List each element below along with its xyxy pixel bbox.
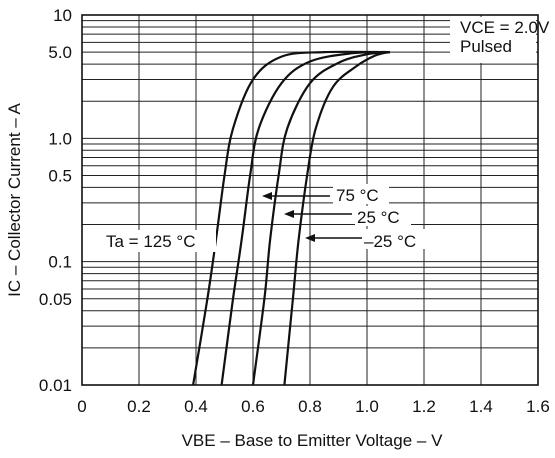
x-tick-label: 1.4 — [469, 397, 493, 416]
x-tick-label: 0.2 — [127, 397, 151, 416]
t75-arrowhead — [262, 192, 272, 200]
vce-condition-label: VCE = 2.0V — [460, 18, 550, 37]
t25-label: 25 °C — [357, 208, 400, 227]
series-curve — [192, 50, 390, 386]
t75-label: 75 °C — [336, 186, 379, 205]
pulsed-label: Pulsed — [460, 37, 512, 56]
y-axis-title: IC – Collector Current – A — [5, 103, 24, 297]
t25-label-bg — [355, 206, 411, 226]
y-tick-label: 0.5 — [48, 166, 72, 185]
series-curve — [220, 51, 390, 386]
y-tick-label: 0.05 — [39, 290, 72, 309]
curves — [192, 50, 391, 386]
x-tick-labels: 0 0.2 0.4 0.6 0.8 1.0 1.2 1.4 1.6 — [77, 397, 550, 416]
y-tick-label: 10 — [53, 6, 72, 25]
y-tick-label: 1.0 — [48, 129, 72, 148]
ta125-label-bg — [104, 230, 216, 252]
x-tick-label: 0.6 — [241, 397, 265, 416]
y-tick-labels: 0.01 0.05 0.1 0.5 1.0 5.0 10 — [39, 6, 72, 395]
series-curve — [283, 51, 391, 386]
x-tick-label: 0.4 — [184, 397, 208, 416]
x-tick-label: 1.6 — [526, 397, 550, 416]
x-axis-title: VBE – Base to Emitter Voltage – V — [182, 431, 443, 450]
series-curve — [251, 51, 390, 386]
conditions-box-bg — [450, 17, 536, 63]
y-tick-label: 5.0 — [48, 43, 72, 62]
y-tick-label: 0.1 — [48, 253, 72, 272]
y-tick-label: 0.01 — [39, 376, 72, 395]
tm25-label-bg — [364, 229, 430, 249]
plot-frame — [81, 14, 539, 386]
x-tick-label: 0 — [77, 397, 86, 416]
x-tick-label: 1.2 — [412, 397, 436, 416]
x-tick-label: 0.8 — [298, 397, 322, 416]
tm25-label: –25 °C — [364, 232, 416, 251]
grid-lines — [82, 15, 538, 385]
t25-arrowhead — [284, 210, 294, 218]
t75-label-bg — [333, 184, 389, 204]
tm25-arrowhead — [305, 234, 315, 242]
x-tick-label: 1.0 — [355, 397, 379, 416]
ta125-label: Ta = 125 °C — [106, 232, 196, 251]
